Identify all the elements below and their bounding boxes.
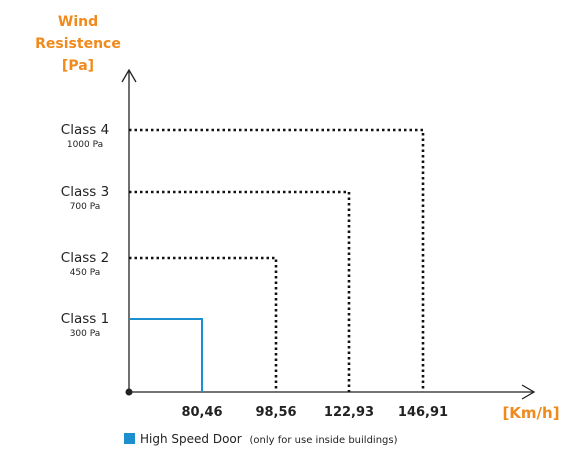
y-tick-label-4: Class 4 (61, 122, 109, 138)
legend-text: High Speed Door (only for use inside bui… (140, 432, 398, 446)
y-tick-sublabel-4: 1000 Pa (67, 140, 103, 150)
x-tick-label-2: 98,56 (255, 405, 296, 420)
series-step-4 (129, 128, 425, 392)
y-tick-sublabel-2: 450 Pa (70, 268, 101, 278)
series-step-1 (129, 318, 203, 392)
legend-swatch (124, 433, 135, 444)
legend-note: (only for use inside buildings) (250, 435, 398, 446)
y-tick-sublabel-3: 700 Pa (70, 202, 101, 212)
x-axis-arrow-icon (521, 384, 536, 400)
legend-label: High Speed Door (140, 432, 242, 446)
x-tick-label-1: 80,46 (181, 405, 222, 420)
y-axis-label-line-1: Wind (58, 14, 98, 30)
y-axis-arrow-icon (121, 68, 137, 83)
x-tick-label-4: 146,91 (398, 405, 448, 420)
x-tick-label-3: 122,93 (324, 405, 374, 420)
origin-dot (125, 388, 133, 396)
y-tick-sublabel-1: 300 Pa (70, 329, 101, 339)
y-tick-label-1: Class 1 (61, 311, 109, 327)
x-axis-label: [Km/h] (502, 404, 559, 422)
y-axis-label-line-3: [Pa] (62, 58, 94, 74)
y-tick-label-2: Class 2 (61, 250, 109, 266)
series-step-3 (129, 190, 351, 392)
y-axis-label-line-2: Resistence (35, 36, 121, 52)
y-tick-label-3: Class 3 (61, 184, 109, 200)
